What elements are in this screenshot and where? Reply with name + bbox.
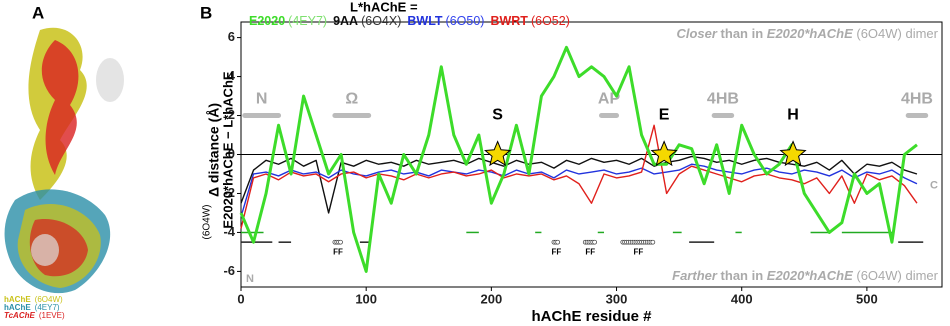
- ff-label: FF: [585, 247, 595, 256]
- chain-end: N: [246, 273, 254, 285]
- note-part: E2020*hAChE: [767, 26, 853, 41]
- legend: E2020(4EY7) 9AA(6O4X) BWLT(6O50) BWRT(6O52): [249, 14, 570, 28]
- protein-panel: A: [5, 3, 124, 293]
- legend-name: BWRT: [490, 14, 528, 28]
- site-label: E: [659, 107, 670, 124]
- x-tick-label: 0: [237, 291, 244, 306]
- panel-label: B: [200, 3, 212, 22]
- legend-name: 9AA: [333, 14, 358, 28]
- ff-label: FF: [552, 247, 562, 256]
- region-label: 4HB: [901, 91, 933, 108]
- x-tick-label: 200: [481, 291, 503, 306]
- legend-pdb: (1EVE): [39, 311, 65, 320]
- site-label: H: [787, 107, 799, 124]
- legend-name: TcAChE: [4, 311, 35, 320]
- note-part: than in: [717, 26, 767, 41]
- x-tick-label: 100: [355, 291, 377, 306]
- ligand-surface: [96, 58, 124, 102]
- legend-pdb: (6O50): [446, 14, 485, 28]
- note-part: (6O4W) dimer: [853, 26, 939, 41]
- note-part: (6O4W) dimer: [853, 268, 939, 283]
- ff-dot: [651, 240, 655, 244]
- ff-dot: [339, 240, 343, 244]
- site-star: [781, 142, 806, 166]
- series-line: [241, 47, 917, 271]
- legend-pdb: (6O4X): [361, 14, 401, 28]
- y-tick-label: -6: [223, 263, 235, 278]
- region-label: Ω: [345, 91, 358, 108]
- panel-label: A: [32, 3, 44, 22]
- legend-pdb: (4EY7): [288, 14, 327, 28]
- ff-label: FF: [333, 247, 343, 256]
- legend-entry: TcAChE (1EVE): [4, 311, 65, 320]
- note-part: Closer: [676, 26, 717, 41]
- figure: A B-6-4-202460100200300400500hAChE resid…: [0, 0, 950, 326]
- note-part: than in: [717, 268, 767, 283]
- legend-title: L*hAChE =: [350, 0, 418, 14]
- y-tick-label: 6: [228, 29, 235, 44]
- ligand-surface: [31, 234, 59, 266]
- note-part: E2020*hAChE: [767, 268, 853, 283]
- region-label: 4HB: [707, 91, 739, 108]
- legend-name: E2020: [249, 14, 285, 28]
- x-axis-title: hAChE residue #: [531, 308, 652, 325]
- x-tick-label: 400: [731, 291, 753, 306]
- note: Farther than in E2020*hAChE (6O4W) dimer: [672, 268, 939, 283]
- legend-pdb: (6O52): [531, 14, 570, 28]
- y-axis-title: (6O4W): [202, 205, 213, 240]
- site-label: S: [492, 107, 503, 124]
- note: Closer than in E2020*hAChE (6O4W) dimer: [676, 26, 938, 41]
- x-tick-label: 300: [606, 291, 628, 306]
- ff-dot: [556, 240, 560, 244]
- region-label: N: [256, 91, 268, 108]
- y-axis-title: Δ distance (Å): [206, 103, 222, 197]
- note-part: Farther: [672, 268, 718, 283]
- ff-dot: [593, 240, 597, 244]
- x-tick-label: 500: [856, 291, 878, 306]
- y-axis-title: E2020*hAChE − L*hAChE: [220, 71, 235, 228]
- ff-label: FF: [634, 247, 644, 256]
- legend-name: BWLT: [407, 14, 443, 28]
- chain-end: C: [930, 180, 938, 192]
